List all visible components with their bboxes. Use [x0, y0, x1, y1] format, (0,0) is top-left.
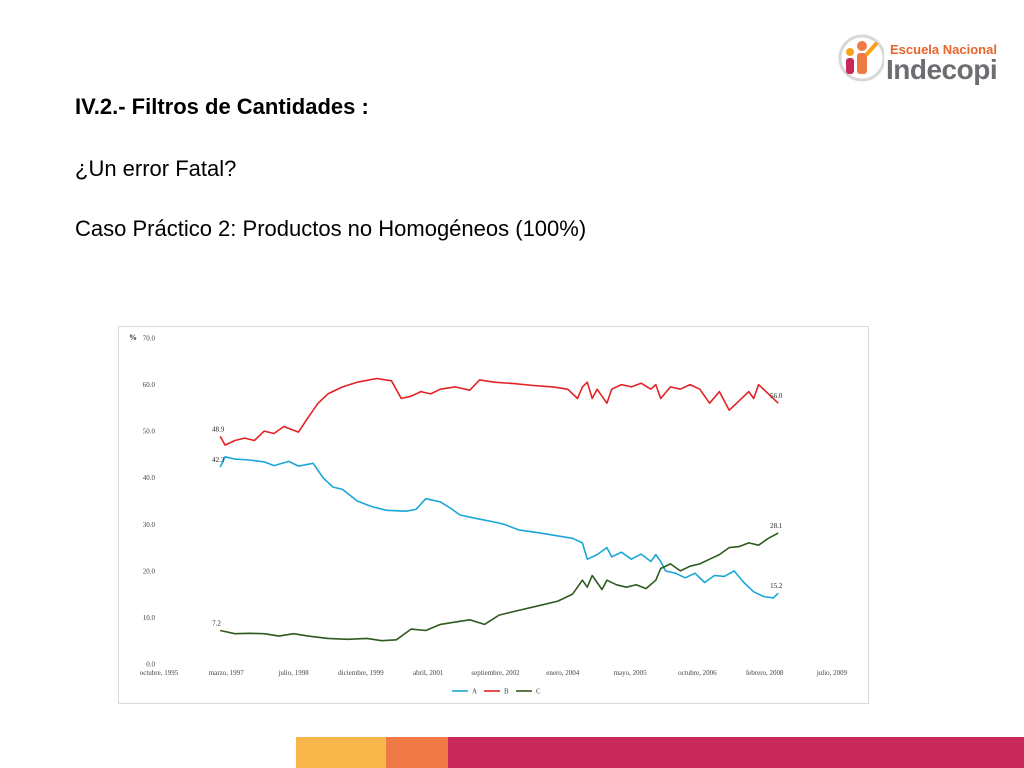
logo-top-text: Escuela Nacional — [890, 42, 997, 57]
x-tick-label: marzo, 1997 — [209, 669, 244, 677]
x-tick-label: febrero, 2008 — [746, 669, 784, 677]
y-tick-label: 50.0 — [143, 428, 156, 436]
y-tick-label: 40.0 — [143, 474, 156, 482]
y-tick-label: 0.0 — [146, 661, 155, 669]
data-label: 28.1 — [770, 522, 783, 530]
x-tick-label: diciembre, 1999 — [338, 669, 384, 677]
x-tick-label: julio, 2009 — [816, 669, 848, 677]
data-label: 7.2 — [212, 619, 221, 627]
legend-label: A — [472, 688, 477, 696]
x-tick-label: mayo, 2005 — [614, 669, 648, 677]
y-tick-label: 10.0 — [143, 614, 156, 622]
y-axis-label: % — [129, 333, 137, 342]
logo-mark-icon — [838, 34, 884, 82]
footer-band-orange — [386, 737, 448, 768]
series-line-a — [219, 456, 779, 599]
chart-container: % 0.0 10.0 20.0 30.0 40.0 50.0 60.0 70.0 octubre,… — [118, 326, 869, 704]
x-tick-label: octubre, 2006 — [678, 669, 717, 677]
case-label: Caso Práctico 2: Productos no Homogéneos… — [75, 216, 587, 241]
series-line-c — [220, 532, 779, 642]
y-tick-label: 20.0 — [143, 567, 156, 575]
x-tick-label: octubre, 1995 — [140, 669, 179, 677]
footer-band-yellow — [296, 737, 386, 768]
data-label: 15.2 — [770, 582, 783, 590]
data-label: 42.3 — [212, 456, 225, 464]
x-tick-label: enero, 2004 — [546, 669, 580, 677]
page-title: IV.2.- Filtros de Cantidades : — [75, 94, 369, 119]
y-tick-label: 30.0 — [143, 521, 156, 529]
legend-label: C — [536, 688, 541, 696]
logo-main-text: Indecopi — [886, 54, 998, 85]
logo: Escuela Nacional Indecopi — [838, 28, 998, 92]
legend-label: B — [504, 688, 509, 696]
x-tick-label: julio, 1998 — [277, 669, 309, 677]
series-line-b — [219, 377, 779, 446]
y-tick-label: 60.0 — [143, 381, 156, 389]
footer-band-crimson — [448, 737, 1024, 768]
x-tick-label: abril, 2001 — [413, 669, 444, 677]
x-tick-label: septiembre, 2002 — [471, 669, 520, 677]
line-chart: % 0.0 10.0 20.0 30.0 40.0 50.0 60.0 70.0 octubre,… — [129, 333, 848, 696]
y-tick-label: 70.0 — [143, 335, 156, 343]
data-label: 48.9 — [212, 425, 225, 433]
data-label: 56.0 — [770, 392, 783, 400]
page-subtitle: ¿Un error Fatal? — [75, 156, 237, 181]
